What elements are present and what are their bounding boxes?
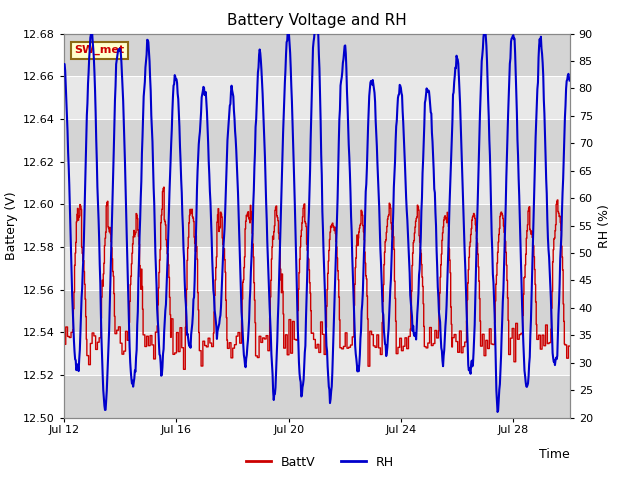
BattV	[470, 211, 477, 216]
RH	[566, 78, 573, 84]
Bar	[64, 119, 570, 162]
RH	[313, 20, 321, 25]
Bar	[64, 76, 570, 119]
RH	[271, 391, 279, 397]
Legend: BattV, RH: BattV, RH	[241, 451, 399, 474]
RH	[78, 285, 86, 291]
BattV	[348, 342, 355, 348]
BattV	[566, 343, 573, 349]
BattV	[160, 184, 168, 190]
Bar	[64, 34, 570, 76]
RH	[493, 409, 501, 415]
Text: Time: Time	[539, 448, 570, 461]
Text: SW_met: SW_met	[74, 45, 124, 55]
RH	[60, 61, 68, 67]
RH	[348, 214, 355, 219]
Bar	[64, 332, 570, 375]
Y-axis label: RH (%): RH (%)	[598, 204, 611, 248]
BattV	[245, 216, 253, 222]
Bar	[64, 375, 570, 418]
Bar	[64, 289, 570, 332]
Bar	[64, 204, 570, 247]
BattV	[180, 366, 188, 372]
Line: BattV: BattV	[64, 187, 570, 369]
BattV	[78, 251, 86, 256]
BattV	[180, 366, 188, 372]
BattV	[60, 341, 68, 347]
Y-axis label: Battery (V): Battery (V)	[4, 192, 17, 260]
RH	[179, 225, 187, 231]
RH	[469, 361, 477, 367]
RH	[244, 337, 252, 343]
Title: Battery Voltage and RH: Battery Voltage and RH	[227, 13, 406, 28]
Bar	[64, 162, 570, 204]
Bar	[64, 247, 570, 289]
BattV	[272, 203, 280, 209]
Line: RH: RH	[64, 23, 570, 412]
